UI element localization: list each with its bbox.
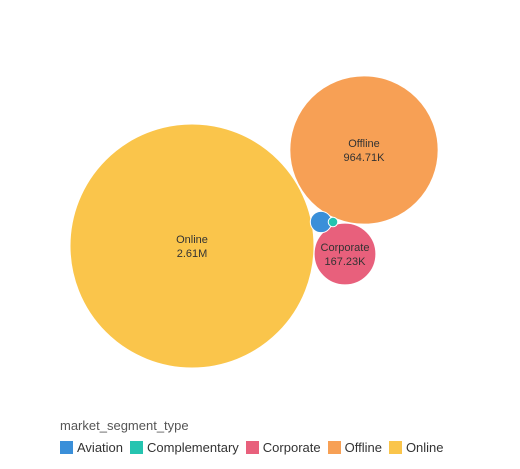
legend-label-aviation: Aviation: [77, 440, 124, 455]
bubble-online[interactable]: [69, 123, 315, 369]
legend-item-offline[interactable]: Offline: [327, 440, 382, 455]
legend-swatch-offline: [327, 441, 341, 454]
legend-label-complementary: Complementary: [147, 440, 239, 455]
legend-swatch-online: [388, 441, 402, 454]
legend-label-offline: Offline: [344, 440, 382, 455]
bubble-value-corporate: 167.23K: [325, 256, 367, 268]
legend-label-online: Online: [405, 440, 444, 455]
bubble-value-online: 2.61M: [177, 248, 208, 260]
bubble-corporate[interactable]: [313, 222, 377, 286]
bubble-complementary[interactable]: [327, 216, 339, 228]
legend-item-complementary[interactable]: Complementary: [130, 440, 239, 455]
legend-label-corporate: Corporate: [262, 440, 321, 455]
bubble-label-online: Online: [176, 234, 208, 246]
bubble-offline[interactable]: [289, 75, 439, 225]
legend-swatch-aviation: [60, 441, 73, 454]
bubble-label-offline: Offline: [348, 138, 380, 150]
bubble-value-offline: 964.71K: [344, 152, 386, 164]
legend-item-corporate[interactable]: Corporate: [245, 440, 321, 455]
legend-swatch-corporate: [245, 441, 259, 454]
legend-title: market_segment_type: [60, 418, 189, 433]
legend: Aviation Complementary Corporate Offline Onl…: [60, 440, 451, 455]
legend-item-aviation[interactable]: Aviation: [60, 440, 123, 455]
legend-item-online[interactable]: Online: [388, 440, 444, 455]
bubble-chart: Online 2.61M Offline 964.71K Corporate 167.23…: [69, 75, 439, 369]
bubble-label-corporate: Corporate: [321, 242, 370, 254]
legend-swatch-complementary: [130, 441, 144, 454]
